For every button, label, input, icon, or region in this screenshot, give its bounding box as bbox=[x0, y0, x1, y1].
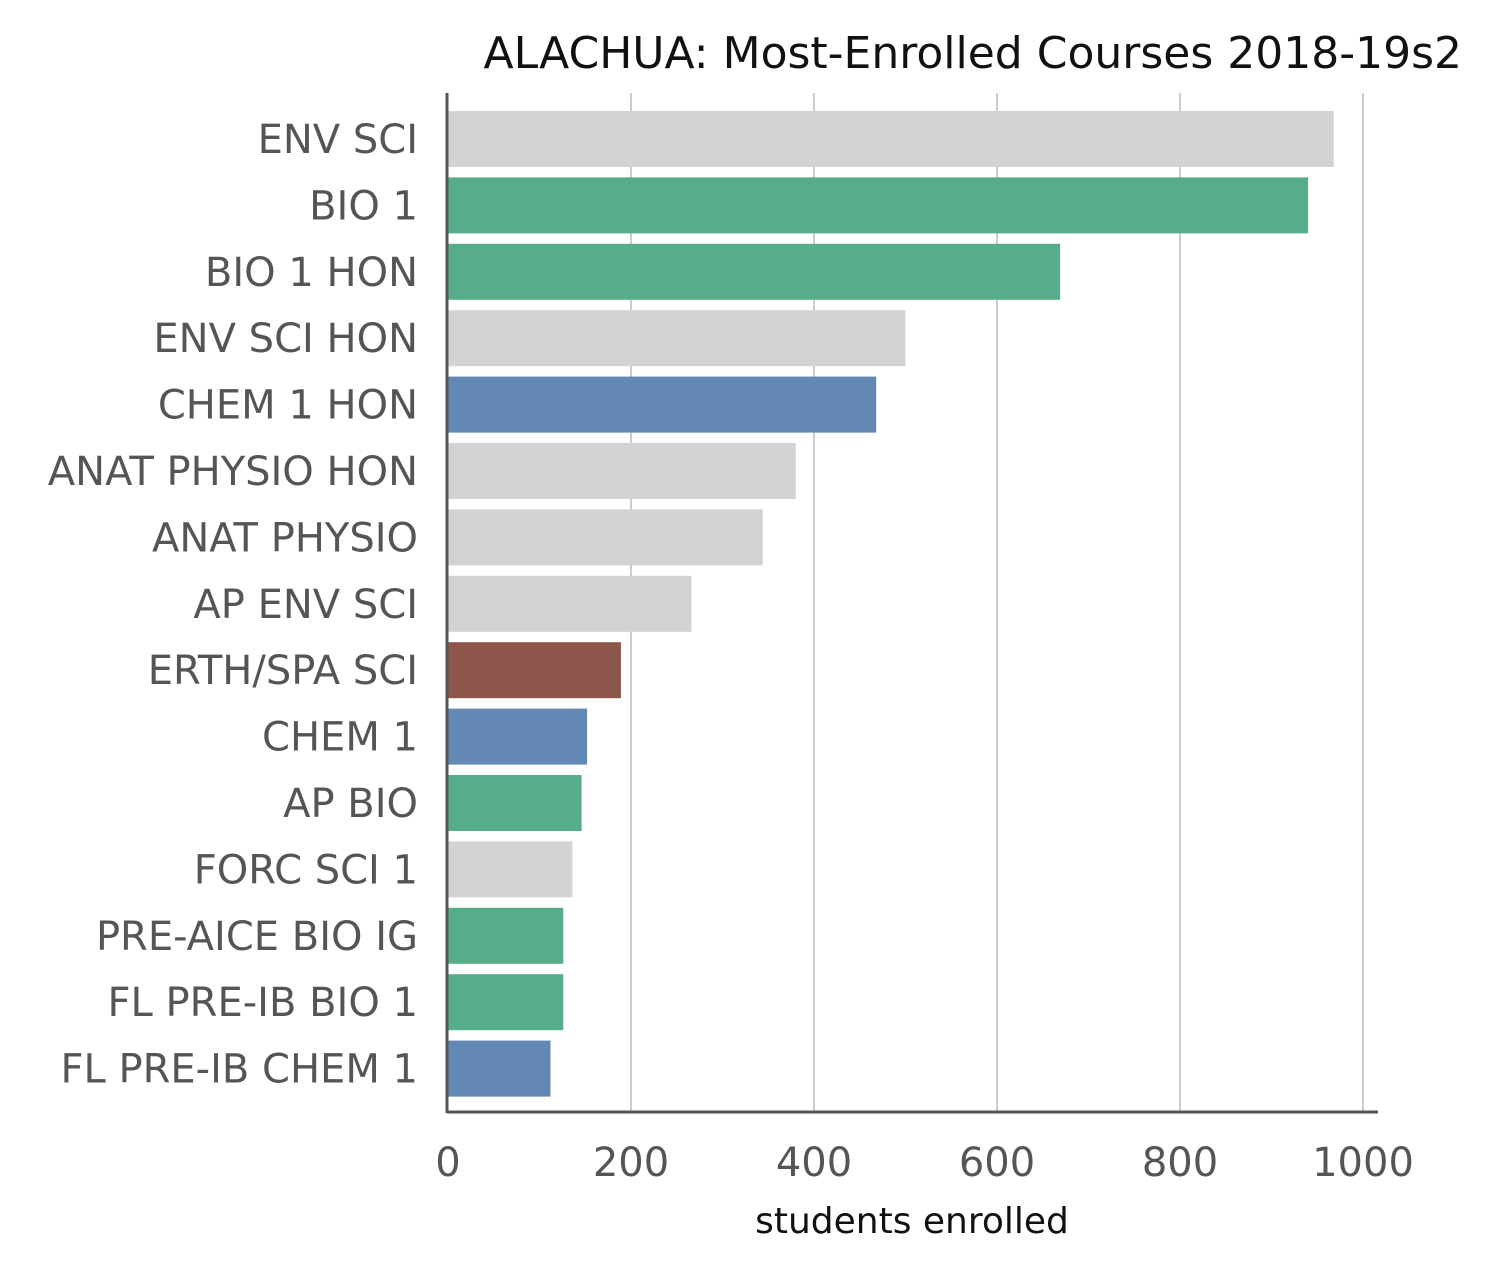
category-label: AP ENV SCI bbox=[193, 582, 418, 628]
x-tick-labels: 0 200 400 600 800 1000 bbox=[435, 1140, 1414, 1186]
x-tick-label: 600 bbox=[959, 1140, 1035, 1186]
category-label: ANAT PHYSIO HON bbox=[48, 449, 418, 495]
bars bbox=[448, 111, 1334, 1097]
category-label: CHEM 1 bbox=[262, 715, 418, 761]
category-label: ENV SCI bbox=[258, 117, 418, 163]
x-tick-label: 200 bbox=[593, 1140, 669, 1186]
x-tick-label: 1000 bbox=[1312, 1140, 1414, 1186]
category-label: FL PRE-IB BIO 1 bbox=[108, 980, 418, 1026]
category-label: FORC SCI 1 bbox=[194, 847, 418, 893]
bar bbox=[448, 841, 573, 898]
bar bbox=[448, 243, 1061, 300]
category-label: CHEM 1 HON bbox=[158, 383, 418, 429]
x-axis-label: students enrolled bbox=[755, 1201, 1069, 1242]
bar bbox=[448, 1040, 551, 1097]
x-tick-label: 0 bbox=[435, 1140, 460, 1186]
x-tick-label: 800 bbox=[1142, 1140, 1218, 1186]
bar bbox=[448, 974, 564, 1031]
bar bbox=[448, 907, 564, 964]
bar bbox=[448, 443, 796, 499]
category-label: BIO 1 HON bbox=[205, 250, 418, 296]
category-label: BIO 1 bbox=[309, 183, 418, 229]
x-tick-label: 400 bbox=[776, 1140, 852, 1186]
bar bbox=[448, 509, 763, 566]
bar bbox=[448, 177, 1309, 234]
bar bbox=[448, 310, 906, 367]
bar bbox=[448, 575, 692, 632]
bar bbox=[448, 111, 1334, 167]
category-label: FL PRE-IB CHEM 1 bbox=[60, 1047, 418, 1093]
chart-title: ALACHUA: Most-Enrolled Courses 2018-19s2 bbox=[484, 28, 1462, 79]
category-label: ENV SCI HON bbox=[153, 316, 418, 362]
bar bbox=[448, 642, 621, 699]
category-label: PRE-AICE BIO IG bbox=[96, 914, 418, 960]
category-labels: ENV SCI BIO 1 BIO 1 HON ENV SCI HON CHEM 1 H… bbox=[48, 117, 418, 1093]
category-label: ERTH/SPA SCI bbox=[148, 648, 418, 694]
bar bbox=[448, 708, 588, 765]
axes bbox=[445, 93, 1378, 1114]
category-label: AP BIO bbox=[283, 781, 418, 827]
category-label: ANAT PHYSIO bbox=[152, 515, 418, 561]
bar bbox=[448, 376, 877, 433]
bar bbox=[448, 775, 582, 831]
